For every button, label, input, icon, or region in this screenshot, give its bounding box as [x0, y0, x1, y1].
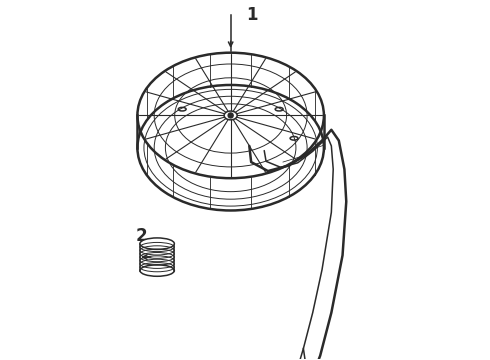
Ellipse shape [140, 238, 174, 249]
Text: 2: 2 [135, 226, 147, 244]
Ellipse shape [224, 111, 237, 120]
Text: 1: 1 [246, 6, 258, 24]
Circle shape [228, 113, 233, 118]
